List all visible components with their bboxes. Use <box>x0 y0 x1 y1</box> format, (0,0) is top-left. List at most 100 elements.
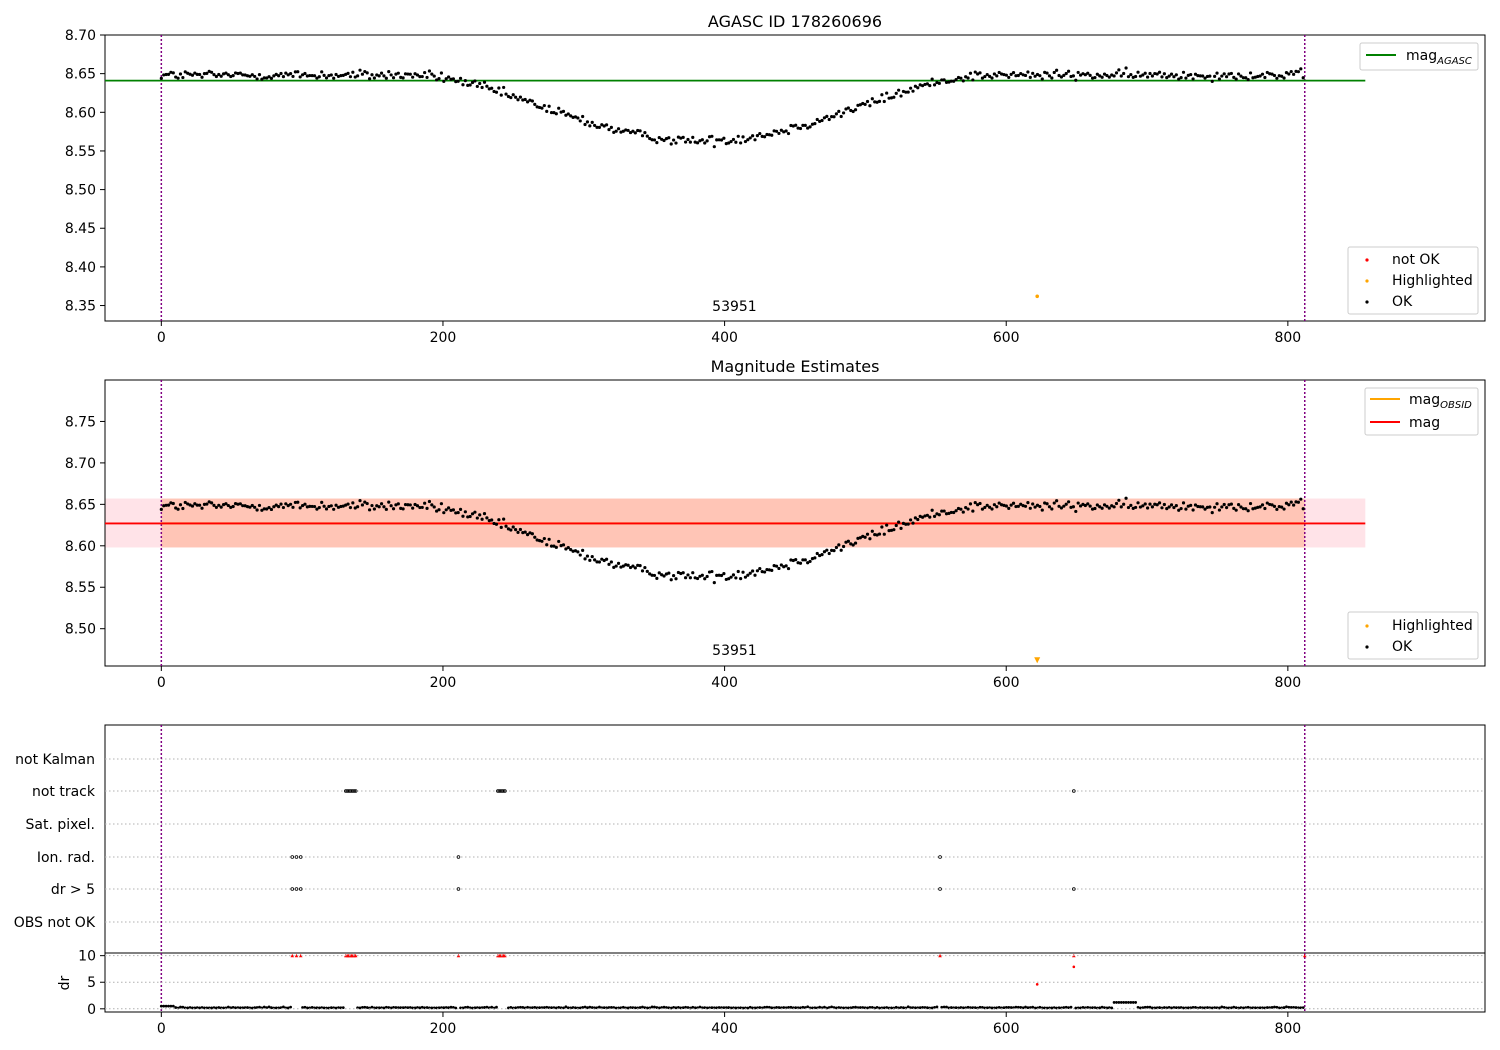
ok-point <box>542 536 546 541</box>
ok-point <box>822 550 827 554</box>
ok-point <box>1251 76 1255 80</box>
ok-point <box>818 553 822 558</box>
ok-point <box>920 84 925 88</box>
ok-point <box>731 137 736 142</box>
ok-point <box>1241 76 1245 80</box>
ok-point <box>877 99 882 103</box>
ok-point <box>976 72 980 76</box>
ok-point <box>1076 70 1080 75</box>
panel1-frame <box>104 34 1486 322</box>
ok-point <box>700 573 704 577</box>
ok-point <box>1174 503 1178 508</box>
ok-point <box>327 73 331 78</box>
ok-point <box>1265 70 1269 75</box>
dr-point <box>586 1006 589 1010</box>
ok-point <box>583 122 587 127</box>
ok-point <box>882 99 886 104</box>
ok-point <box>245 74 250 78</box>
ok-point <box>628 130 633 135</box>
ok-point <box>265 507 269 511</box>
ok-point <box>518 95 523 99</box>
dr-point <box>1031 1005 1035 1009</box>
dr-point <box>959 1006 963 1009</box>
ok-point <box>327 504 331 509</box>
ok-point <box>1268 72 1272 76</box>
ok-point <box>518 527 523 532</box>
ok-point <box>363 500 367 504</box>
ok-point <box>909 518 913 522</box>
ok-point <box>557 539 561 544</box>
ok-point <box>741 135 745 139</box>
dr-point <box>906 1005 910 1009</box>
ok-point <box>1196 504 1200 509</box>
ok-point <box>897 520 901 524</box>
ok-point <box>1110 73 1114 77</box>
dr-point <box>590 1006 594 1009</box>
ok-point <box>1148 502 1152 506</box>
flag-point <box>294 855 299 859</box>
ok-point <box>932 83 937 87</box>
dr-point <box>394 1006 398 1009</box>
dr-point <box>1086 1005 1090 1009</box>
flag-point <box>938 887 942 891</box>
ok-point <box>186 502 190 506</box>
ok-point <box>612 130 616 134</box>
ok-point <box>588 558 592 562</box>
ok-point <box>911 89 915 93</box>
ok-point <box>1088 73 1092 77</box>
ok-point <box>1047 505 1052 509</box>
ok-point <box>906 522 910 526</box>
svg-text:magOBSID: magOBSID <box>1409 392 1472 411</box>
ok-point <box>954 509 958 513</box>
ok-point <box>1112 74 1116 78</box>
ok-point <box>547 537 551 541</box>
ok-point <box>889 96 894 100</box>
ok-point <box>250 73 254 77</box>
ok-point <box>396 502 400 506</box>
dr-point <box>662 1005 666 1009</box>
dr-point <box>1019 1006 1023 1009</box>
flag-label-not-kalman: not Kalman <box>15 752 95 768</box>
ok-point <box>976 503 980 507</box>
ok-point <box>1062 504 1066 508</box>
dr-point <box>638 1006 642 1009</box>
ok-point <box>186 71 190 75</box>
ok-point <box>822 116 827 120</box>
ok-point <box>250 503 254 508</box>
x-tick-label: 800 <box>1274 330 1301 346</box>
ok-point <box>1157 70 1162 74</box>
ok-point <box>274 503 278 507</box>
dr-point <box>289 1005 292 1009</box>
dr-point <box>1136 1005 1140 1009</box>
ok-point <box>523 97 527 102</box>
dr-red-point <box>1035 983 1039 986</box>
ok-point <box>794 123 798 127</box>
dr-point <box>305 1006 309 1010</box>
ok-point <box>389 504 393 508</box>
ok-point <box>762 135 767 139</box>
ok-point <box>238 71 242 75</box>
ok-point <box>401 76 405 80</box>
x-tick-label: 600 <box>993 330 1020 346</box>
ok-point <box>303 71 307 76</box>
ok-point <box>1071 74 1075 78</box>
ok-point <box>698 574 702 578</box>
ok-point <box>1277 505 1281 509</box>
ok-point <box>762 570 767 574</box>
ok-point <box>470 80 475 85</box>
ok-point <box>616 127 621 131</box>
ok-point <box>248 74 252 78</box>
dr-point <box>451 1005 455 1009</box>
ok-point <box>1294 500 1298 504</box>
y-tick-label: 8.45 <box>65 221 96 237</box>
ok-point <box>571 549 575 553</box>
ok-point <box>827 117 831 122</box>
dr-point <box>1301 1006 1305 1009</box>
flag-point <box>1072 789 1076 793</box>
dr-point <box>566 1006 570 1010</box>
ok-point <box>1236 72 1241 76</box>
ok-point <box>911 521 915 525</box>
ok-point <box>315 76 319 80</box>
dr-point <box>578 1006 582 1010</box>
dr-point <box>966 1005 970 1009</box>
